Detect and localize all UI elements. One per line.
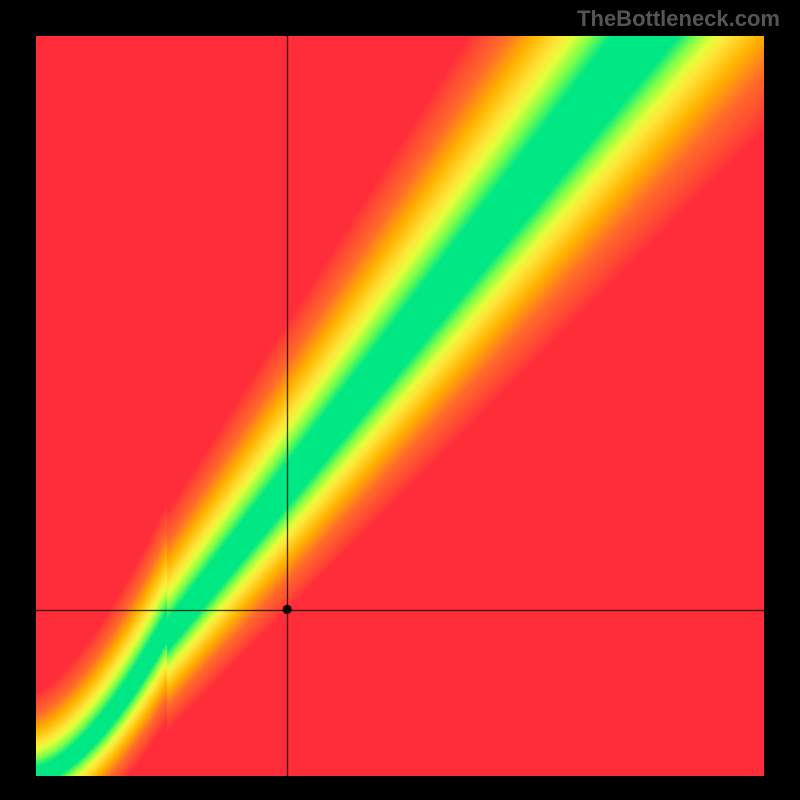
source-watermark: TheBottleneck.com (577, 6, 780, 32)
bottleneck-heatmap (36, 36, 764, 776)
chart-container: { "meta": { "source_watermark": "TheBott… (0, 0, 800, 800)
